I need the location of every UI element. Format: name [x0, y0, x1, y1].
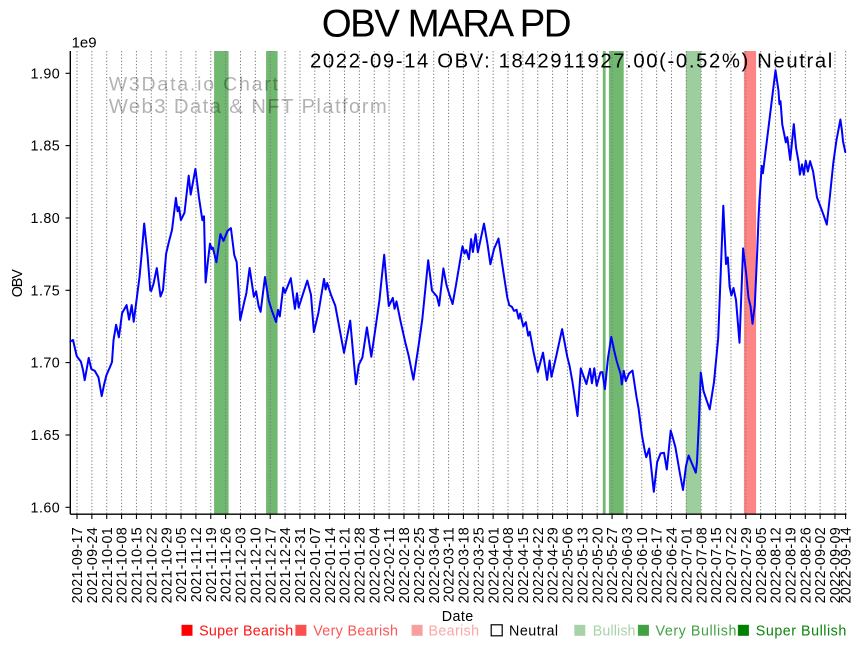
svg-text:2021-12-24: 2021-12-24 [278, 527, 294, 603]
svg-text:Bullish: Bullish [593, 623, 636, 639]
svg-text:Neutral: Neutral [509, 623, 559, 639]
svg-text:2022-01-14: 2022-01-14 [323, 527, 339, 603]
svg-text:2022-02-04: 2022-02-04 [367, 527, 383, 603]
svg-text:1.60: 1.60 [31, 500, 61, 516]
svg-text:1.70: 1.70 [31, 356, 61, 372]
svg-text:2021-12-10: 2021-12-10 [248, 527, 264, 603]
svg-text:Super Bullish: Super Bullish [756, 623, 847, 639]
svg-text:2021-11-05: 2021-11-05 [174, 527, 190, 602]
svg-text:2021-11-19: 2021-11-19 [204, 527, 220, 602]
svg-text:Date: Date [442, 609, 474, 625]
svg-text:1e9: 1e9 [72, 35, 97, 52]
svg-text:2022-06-24: 2022-06-24 [665, 527, 681, 603]
svg-text:2022-08-19: 2022-08-19 [784, 527, 800, 603]
svg-text:1.85: 1.85 [31, 139, 61, 155]
svg-text:2022-01-28: 2022-01-28 [352, 527, 368, 603]
svg-text:2022-08-05: 2022-08-05 [754, 527, 770, 603]
svg-text:2022-06-10: 2022-06-10 [635, 527, 651, 603]
svg-text:1.75: 1.75 [31, 283, 61, 299]
svg-text:2022-04-15: 2022-04-15 [516, 527, 532, 603]
svg-text:2022-05-27: 2022-05-27 [605, 527, 621, 603]
svg-text:2022-01-07: 2022-01-07 [308, 527, 324, 603]
svg-text:2022-03-25: 2022-03-25 [471, 527, 487, 603]
svg-text:2022-07-15: 2022-07-15 [709, 527, 725, 603]
svg-text:2022-02-11: 2022-02-11 [382, 527, 398, 602]
svg-text:2022-02-25: 2022-02-25 [412, 527, 428, 603]
svg-text:2022-09-14: 2022-09-14 [839, 527, 855, 603]
svg-text:2021-10-01: 2021-10-01 [100, 527, 116, 603]
svg-text:2021-10-29: 2021-10-29 [159, 527, 175, 603]
svg-text:Web3 Data & NFT Platform: Web3 Data & NFT Platform [109, 96, 388, 118]
svg-text:1.90: 1.90 [31, 66, 61, 82]
svg-text:1.80: 1.80 [31, 211, 61, 227]
svg-text:2022-07-08: 2022-07-08 [694, 527, 710, 603]
svg-text:2021-10-22: 2021-10-22 [144, 527, 160, 603]
svg-text:2022-03-04: 2022-03-04 [427, 527, 443, 603]
svg-text:2022-04-29: 2022-04-29 [546, 527, 562, 603]
svg-text:2022-03-18: 2022-03-18 [457, 527, 473, 603]
svg-text:2021-09-24: 2021-09-24 [85, 527, 101, 603]
svg-text:2022-05-06: 2022-05-06 [561, 527, 577, 603]
svg-text:OBV: OBV [10, 269, 26, 297]
svg-text:2021-12-17: 2021-12-17 [263, 527, 279, 603]
svg-text:2021-11-26: 2021-11-26 [219, 527, 235, 602]
svg-text:Very Bearish: Very Bearish [313, 623, 398, 639]
svg-text:2022-06-03: 2022-06-03 [620, 527, 636, 603]
svg-text:2021-12-31: 2021-12-31 [293, 527, 309, 603]
svg-text:OBV MARA PD: OBV MARA PD [322, 3, 570, 46]
svg-text:2022-09-09: 2022-09-09 [828, 527, 844, 603]
svg-text:2022-01-21: 2022-01-21 [338, 527, 354, 603]
svg-text:1.65: 1.65 [31, 428, 61, 444]
svg-text:2022-06-17: 2022-06-17 [650, 527, 666, 603]
svg-text:2022-09-14 OBV: 1842911927.00(: 2022-09-14 OBV: 1842911927.00(-0.52%) Ne… [310, 51, 834, 73]
svg-text:2022-08-12: 2022-08-12 [769, 527, 785, 603]
svg-text:W3Data.io Chart: W3Data.io Chart [109, 74, 280, 96]
svg-text:2022-09-02: 2022-09-02 [813, 527, 829, 603]
svg-text:2022-02-18: 2022-02-18 [397, 527, 413, 603]
svg-text:2022-04-22: 2022-04-22 [531, 527, 547, 603]
svg-text:2021-11-12: 2021-11-12 [189, 527, 205, 602]
svg-text:Super Bearish: Super Bearish [199, 623, 293, 639]
svg-text:2022-07-01: 2022-07-01 [679, 527, 695, 603]
svg-text:2021-10-15: 2021-10-15 [130, 527, 146, 603]
svg-text:2021-09-17: 2021-09-17 [70, 527, 86, 603]
svg-text:2022-03-11: 2022-03-11 [442, 527, 458, 602]
svg-text:2021-10-08: 2021-10-08 [115, 527, 131, 603]
svg-text:2022-08-26: 2022-08-26 [798, 527, 814, 603]
svg-text:2022-05-20: 2022-05-20 [590, 527, 606, 603]
svg-text:2022-07-29: 2022-07-29 [739, 527, 755, 603]
svg-text:Bearish: Bearish [429, 623, 480, 639]
svg-text:Very Bullish: Very Bullish [656, 623, 738, 639]
svg-text:2022-07-22: 2022-07-22 [724, 527, 740, 603]
svg-text:2022-04-08: 2022-04-08 [501, 527, 517, 603]
svg-text:2022-04-01: 2022-04-01 [486, 527, 502, 603]
svg-text:2022-05-13: 2022-05-13 [575, 527, 591, 603]
svg-text:2021-12-03: 2021-12-03 [234, 527, 250, 603]
